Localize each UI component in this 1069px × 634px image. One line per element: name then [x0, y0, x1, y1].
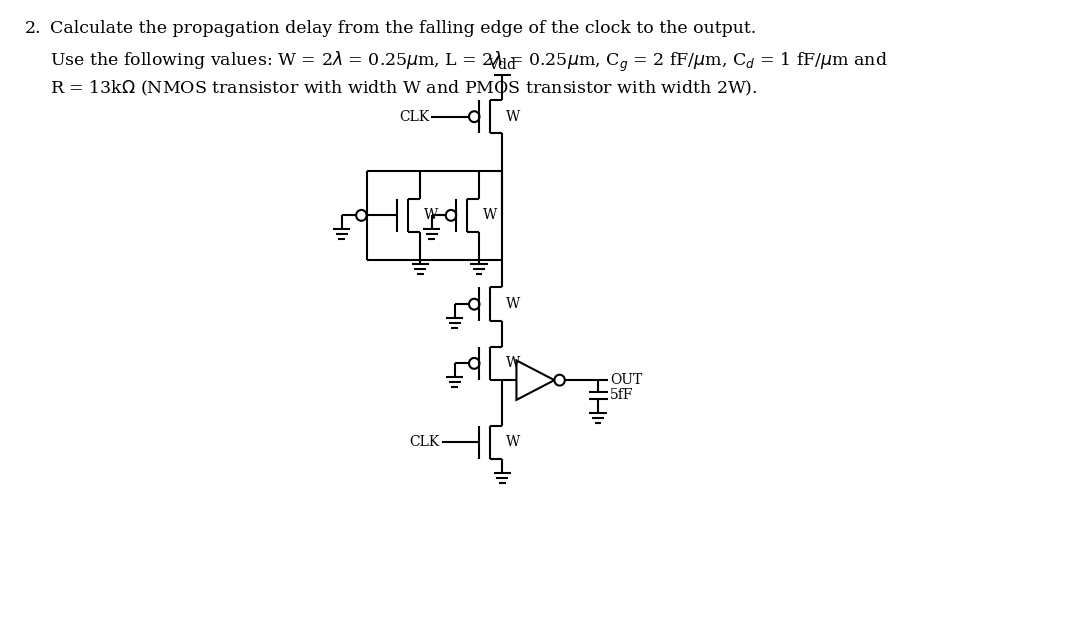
Text: W: W: [506, 356, 521, 370]
Text: CLK: CLK: [399, 110, 429, 124]
Text: 2.: 2.: [25, 20, 42, 37]
Text: Use the following values: W = 2$\lambda$ = 0.25$\mu$m, L = 2$\lambda$ = 0.25$\mu: Use the following values: W = 2$\lambda$…: [49, 49, 887, 74]
Text: W: W: [483, 209, 497, 223]
Text: OUT: OUT: [610, 373, 642, 387]
Text: CLK: CLK: [409, 436, 439, 450]
Text: Vdd: Vdd: [489, 58, 516, 72]
Text: W: W: [506, 110, 521, 124]
Text: Calculate the propagation delay from the falling edge of the clock to the output: Calculate the propagation delay from the…: [49, 20, 756, 37]
Text: 5fF: 5fF: [610, 389, 634, 403]
Text: W: W: [424, 209, 438, 223]
Text: W: W: [506, 436, 521, 450]
Text: W: W: [506, 297, 521, 311]
Text: R = 13k$\Omega$ (NMOS transistor with width W and PMOS transistor with width 2W): R = 13k$\Omega$ (NMOS transistor with wi…: [49, 79, 757, 98]
